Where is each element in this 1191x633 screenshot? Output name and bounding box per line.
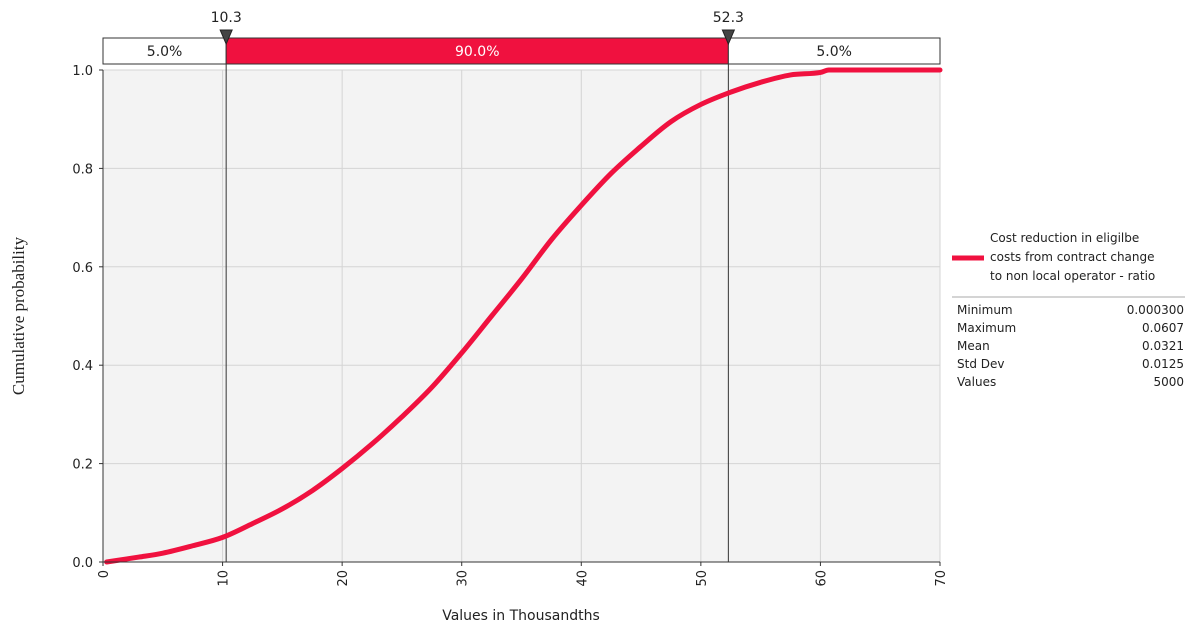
y-tick-label-0.8: 0.8 [72, 162, 93, 177]
legend: Cost reduction in eligilbe costs from co… [952, 231, 1155, 283]
x-tick-label-40: 40 [575, 570, 590, 587]
stat-label-values: Values [957, 375, 996, 389]
stat-value-values: 5000 [1153, 375, 1184, 389]
y-tick-label-0.0: 0.0 [72, 556, 93, 571]
stat-value-maximum: 0.0607 [1142, 321, 1184, 335]
legend-label-line-1: Cost reduction in eligilbe [990, 231, 1139, 245]
band-label-3: 5.0% [816, 44, 852, 60]
y-tick-label-0.2: 0.2 [72, 458, 93, 473]
stat-value-std-dev: 0.0125 [1142, 357, 1184, 371]
x-tick-label-50: 50 [695, 570, 710, 587]
band-label-2: 90.0% [455, 44, 499, 60]
legend-label-line-2: costs from contract change [990, 250, 1155, 264]
stat-value-minimum: 0.000300 [1127, 303, 1184, 317]
series-line [104, 67, 943, 565]
x-tick-label-20: 20 [336, 570, 351, 587]
y-tick-label-1.0: 1.0 [72, 64, 93, 79]
x-axis-title: Values in Thousandths [442, 608, 600, 624]
stat-label-std-dev: Std Dev [957, 357, 1004, 371]
legend-label-line-3: to non local operator - ratio [990, 269, 1155, 283]
x-tick-label-10: 10 [217, 570, 232, 587]
y-tick-label-0.4: 0.4 [72, 359, 93, 374]
delimiter-lines [225, 64, 729, 562]
stat-label-maximum: Maximum [957, 321, 1016, 335]
stat-label-mean: Mean [957, 339, 990, 353]
x-tick-label-70: 70 [934, 570, 949, 587]
band-label-1: 5.0% [147, 44, 183, 60]
statistics-table: Minimum 0.000300 Maximum 0.0607 Mean 0.0… [957, 303, 1184, 389]
delimiter-markers[interactable]: 10.3 52.3 [211, 10, 744, 46]
x-tick-labels: 0 10 20 30 40 50 60 70 [97, 562, 949, 587]
x-tick-label-30: 30 [456, 570, 471, 587]
y-axis-title: Cumulative probability [9, 236, 28, 395]
band-segment-1[interactable] [102, 37, 227, 65]
x-tick-label-0: 0 [97, 570, 112, 578]
stat-value-mean: 0.0321 [1142, 339, 1184, 353]
y-tick-labels: 0.0 0.2 0.4 0.6 0.8 1.0 [72, 64, 103, 571]
stat-label-minimum: Minimum [957, 303, 1013, 317]
probability-band-bar[interactable]: 5.0% 90.0% 5.0% [102, 37, 941, 65]
delimiter-handle-icon-2[interactable] [721, 29, 736, 46]
x-tick-label-60: 60 [814, 570, 829, 587]
delimiter-handle-icon-1[interactable] [219, 29, 233, 46]
grid-lines [103, 69, 941, 562]
delimiter-value-2: 52.3 [713, 10, 744, 26]
delimiter-value-1: 10.3 [211, 10, 242, 26]
plot-background [103, 70, 940, 562]
y-tick-label-0.6: 0.6 [72, 261, 93, 276]
band-segment-3[interactable] [727, 37, 941, 65]
